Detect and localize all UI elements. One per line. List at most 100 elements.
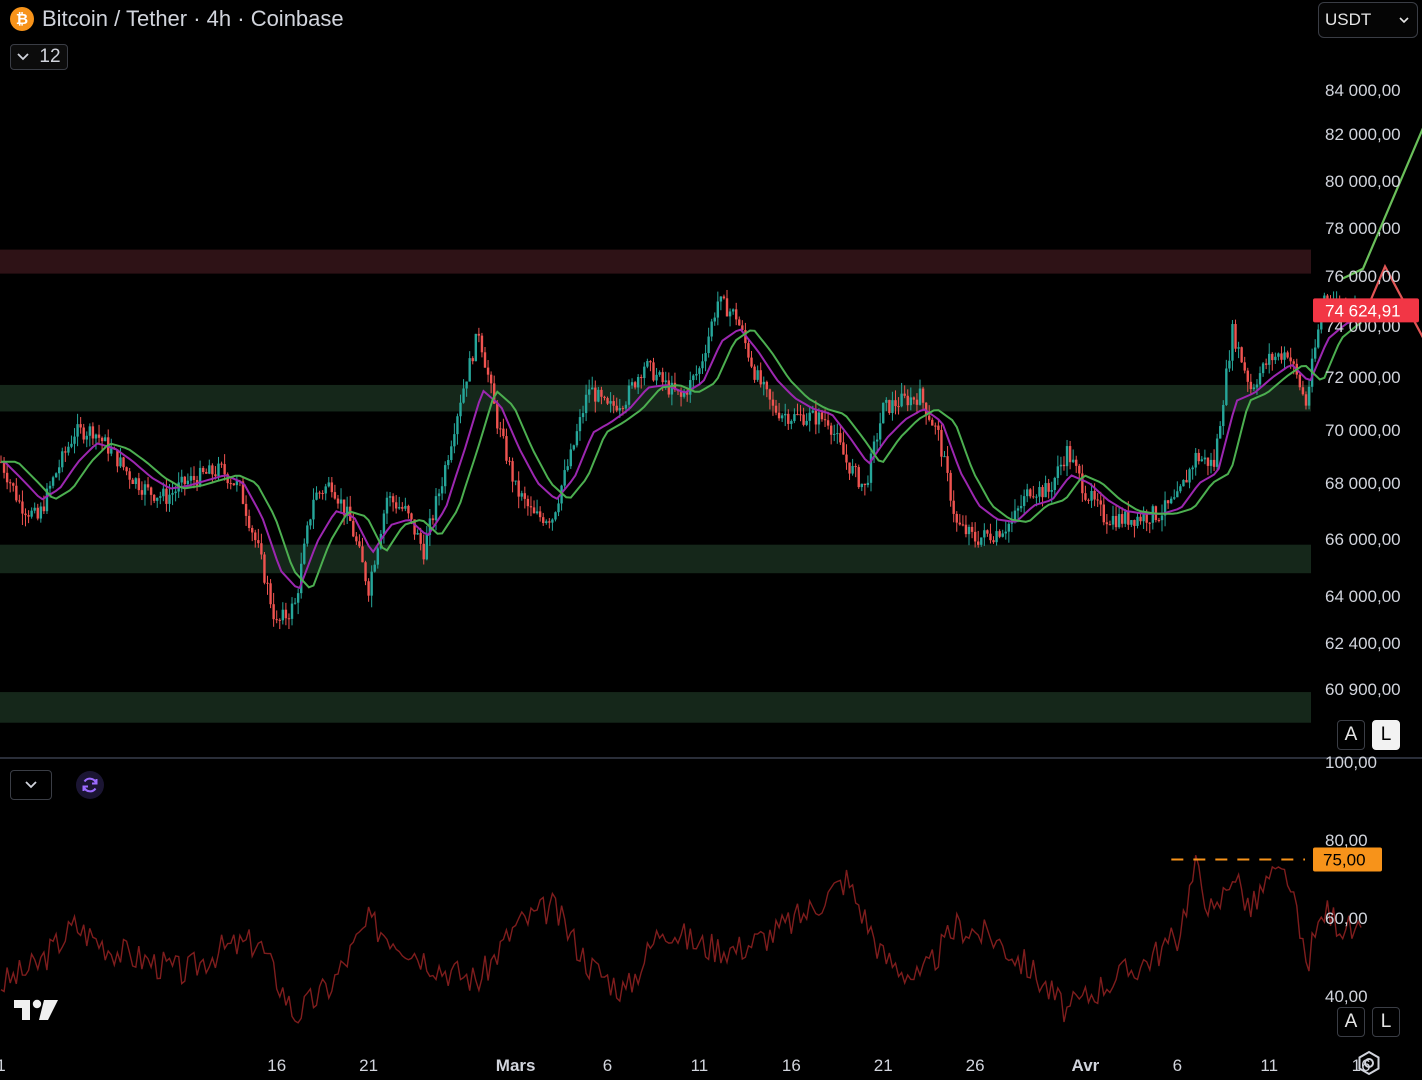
last-price-badge[interactable] bbox=[1313, 298, 1419, 323]
candle-down bbox=[970, 526, 974, 532]
candle-down bbox=[505, 436, 508, 461]
candle-down bbox=[471, 358, 474, 362]
candle-up bbox=[309, 519, 312, 526]
candle-down bbox=[774, 405, 778, 413]
candle-up bbox=[1053, 477, 1056, 491]
candle-up bbox=[670, 382, 674, 395]
candle-up bbox=[1111, 515, 1115, 525]
candle-down bbox=[410, 513, 413, 520]
rsi-level-badge[interactable] bbox=[1313, 847, 1382, 872]
candle-down bbox=[496, 403, 499, 429]
candle-down bbox=[263, 554, 266, 583]
bearish-arrow[interactable] bbox=[1369, 263, 1422, 400]
bullish-arrow[interactable] bbox=[1342, 92, 1422, 280]
candle-up bbox=[875, 439, 879, 442]
price-tick-label: 76 000,00 bbox=[1325, 267, 1401, 286]
candle-up bbox=[370, 571, 373, 596]
candle-down bbox=[594, 387, 597, 402]
candle-up bbox=[1044, 483, 1047, 498]
candle-down bbox=[854, 465, 857, 468]
candle-down bbox=[826, 420, 830, 426]
candle-down bbox=[229, 483, 232, 485]
settings-gear-icon[interactable] bbox=[1356, 1050, 1382, 1076]
candle-down bbox=[223, 464, 226, 475]
candle-up bbox=[1056, 466, 1060, 478]
log-scale-button[interactable]: L bbox=[1372, 720, 1400, 750]
candle-down bbox=[679, 391, 683, 397]
candle-down bbox=[1304, 394, 1308, 406]
price-axis: 84 000,00 82 000,00 80 000,00 78 000,00 76 0… bbox=[1313, 81, 1419, 699]
candle-up bbox=[1209, 459, 1213, 466]
auto-scale-button[interactable]: A bbox=[1337, 720, 1365, 750]
candle-down bbox=[1062, 464, 1066, 467]
candle-up bbox=[186, 480, 190, 485]
candle-down bbox=[64, 451, 67, 453]
price-tick-label: 82 000,00 bbox=[1325, 125, 1401, 144]
candle-up bbox=[61, 451, 64, 468]
candle-up bbox=[909, 397, 913, 406]
candle-up bbox=[385, 497, 389, 514]
candle-up bbox=[566, 466, 569, 471]
candle-down bbox=[367, 581, 370, 596]
candle-down bbox=[336, 498, 340, 504]
support-zone-3[interactable] bbox=[0, 544, 1311, 574]
sync-button[interactable] bbox=[76, 771, 104, 799]
support-zone-4[interactable] bbox=[0, 692, 1311, 723]
candle-up bbox=[885, 399, 888, 403]
candle-down bbox=[36, 507, 39, 519]
candle-up bbox=[545, 521, 548, 523]
candle-up bbox=[1219, 426, 1222, 439]
rsi-tick-label: 40,00 bbox=[1325, 987, 1368, 1006]
currency-value: USDT bbox=[1325, 10, 1372, 29]
candle-down bbox=[1041, 487, 1044, 498]
rsi-log-scale-button[interactable]: L bbox=[1372, 1007, 1400, 1037]
candle-down bbox=[1249, 381, 1253, 390]
candle-up bbox=[303, 543, 306, 564]
candle-down bbox=[1206, 457, 1210, 466]
candle-up bbox=[1215, 438, 1219, 467]
support-zone-2[interactable] bbox=[0, 384, 1311, 412]
candle-up bbox=[94, 434, 98, 439]
rsi-line bbox=[0, 855, 1362, 1024]
candle-up bbox=[462, 388, 465, 403]
currency-select[interactable]: USDT bbox=[1318, 2, 1418, 38]
resistance-zone-1[interactable] bbox=[0, 249, 1311, 274]
candle-up bbox=[597, 389, 600, 402]
candle-up bbox=[1001, 533, 1004, 537]
candle-up bbox=[339, 499, 343, 504]
candle-down bbox=[18, 500, 21, 502]
rsi-pane-collapse-button[interactable] bbox=[10, 770, 52, 800]
candle-down bbox=[649, 361, 652, 363]
candle-up bbox=[713, 317, 716, 322]
symbol-title[interactable]: Bitcoin / Tether · 4h · Coinbase bbox=[42, 6, 344, 31]
candle-down bbox=[391, 496, 395, 503]
candle-up bbox=[646, 361, 649, 367]
candle-up bbox=[345, 506, 349, 516]
tradingview-logo-icon[interactable] bbox=[12, 996, 60, 1024]
candle-down bbox=[27, 515, 30, 517]
candle-up bbox=[557, 503, 560, 513]
candle-up bbox=[780, 415, 784, 419]
candle-down bbox=[777, 412, 781, 419]
candle-up bbox=[1222, 404, 1225, 427]
candle-down bbox=[796, 414, 799, 416]
rsi-auto-scale-button[interactable]: A bbox=[1337, 1007, 1365, 1037]
candle-down bbox=[24, 513, 27, 516]
candle-up bbox=[851, 465, 854, 474]
candle-up bbox=[39, 506, 43, 519]
candle-down bbox=[254, 532, 257, 541]
candle-up bbox=[643, 366, 646, 379]
candle-down bbox=[1099, 500, 1102, 505]
candle-down bbox=[1157, 519, 1161, 521]
candle-up bbox=[719, 296, 723, 302]
candle-up bbox=[1035, 496, 1038, 498]
candle-down bbox=[489, 374, 493, 384]
candle-up bbox=[983, 530, 986, 538]
bitcoin-icon: ₿ bbox=[10, 7, 34, 31]
candle-down bbox=[829, 425, 833, 435]
indicators-toggle[interactable]: 12 bbox=[10, 44, 68, 70]
candle-up bbox=[58, 467, 61, 474]
candle-down bbox=[79, 424, 82, 428]
candle-down bbox=[201, 467, 205, 473]
